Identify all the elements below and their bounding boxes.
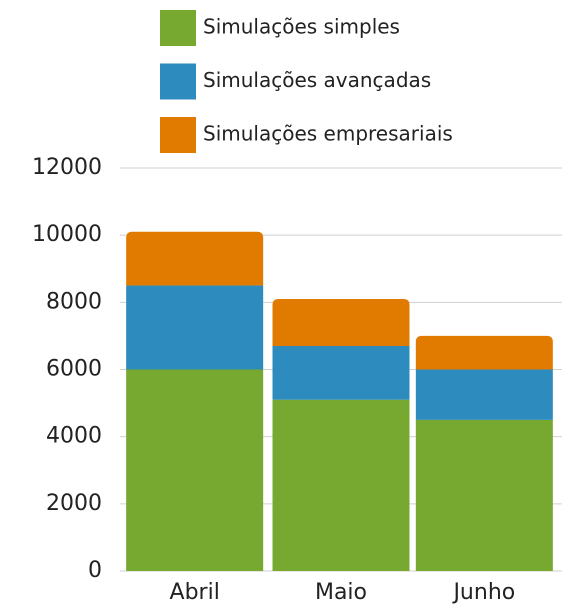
y-tick-label: 6000 [46, 357, 102, 382]
legend-label: Simulações empresariais [203, 122, 453, 146]
y-tick-label: 12000 [32, 155, 102, 180]
bar-segment [126, 369, 264, 571]
bar-segment [126, 231, 264, 286]
bar-segment [415, 419, 553, 571]
legend-label: Simulações simples [203, 15, 400, 39]
y-tick-label: 2000 [46, 491, 102, 516]
x-tick-label: Junho [451, 580, 515, 605]
y-tick-label: 10000 [32, 222, 102, 247]
bar-segment [272, 298, 410, 346]
y-tick-label: 4000 [46, 424, 102, 449]
bar-segment [126, 285, 264, 370]
legend-swatch [160, 63, 196, 100]
bar-segment [415, 335, 553, 370]
y-tick-label: 8000 [46, 289, 102, 314]
bar-segment [415, 369, 553, 420]
bar-segment [272, 399, 410, 571]
bar-segment [272, 345, 410, 400]
legend-label: Simulações avançadas [203, 68, 431, 92]
y-tick-label: 0 [88, 558, 102, 583]
legend-swatch [160, 10, 196, 46]
x-tick-label: Maio [315, 580, 367, 605]
x-tick-label: Abril [170, 580, 220, 605]
legend-swatch [160, 117, 196, 153]
